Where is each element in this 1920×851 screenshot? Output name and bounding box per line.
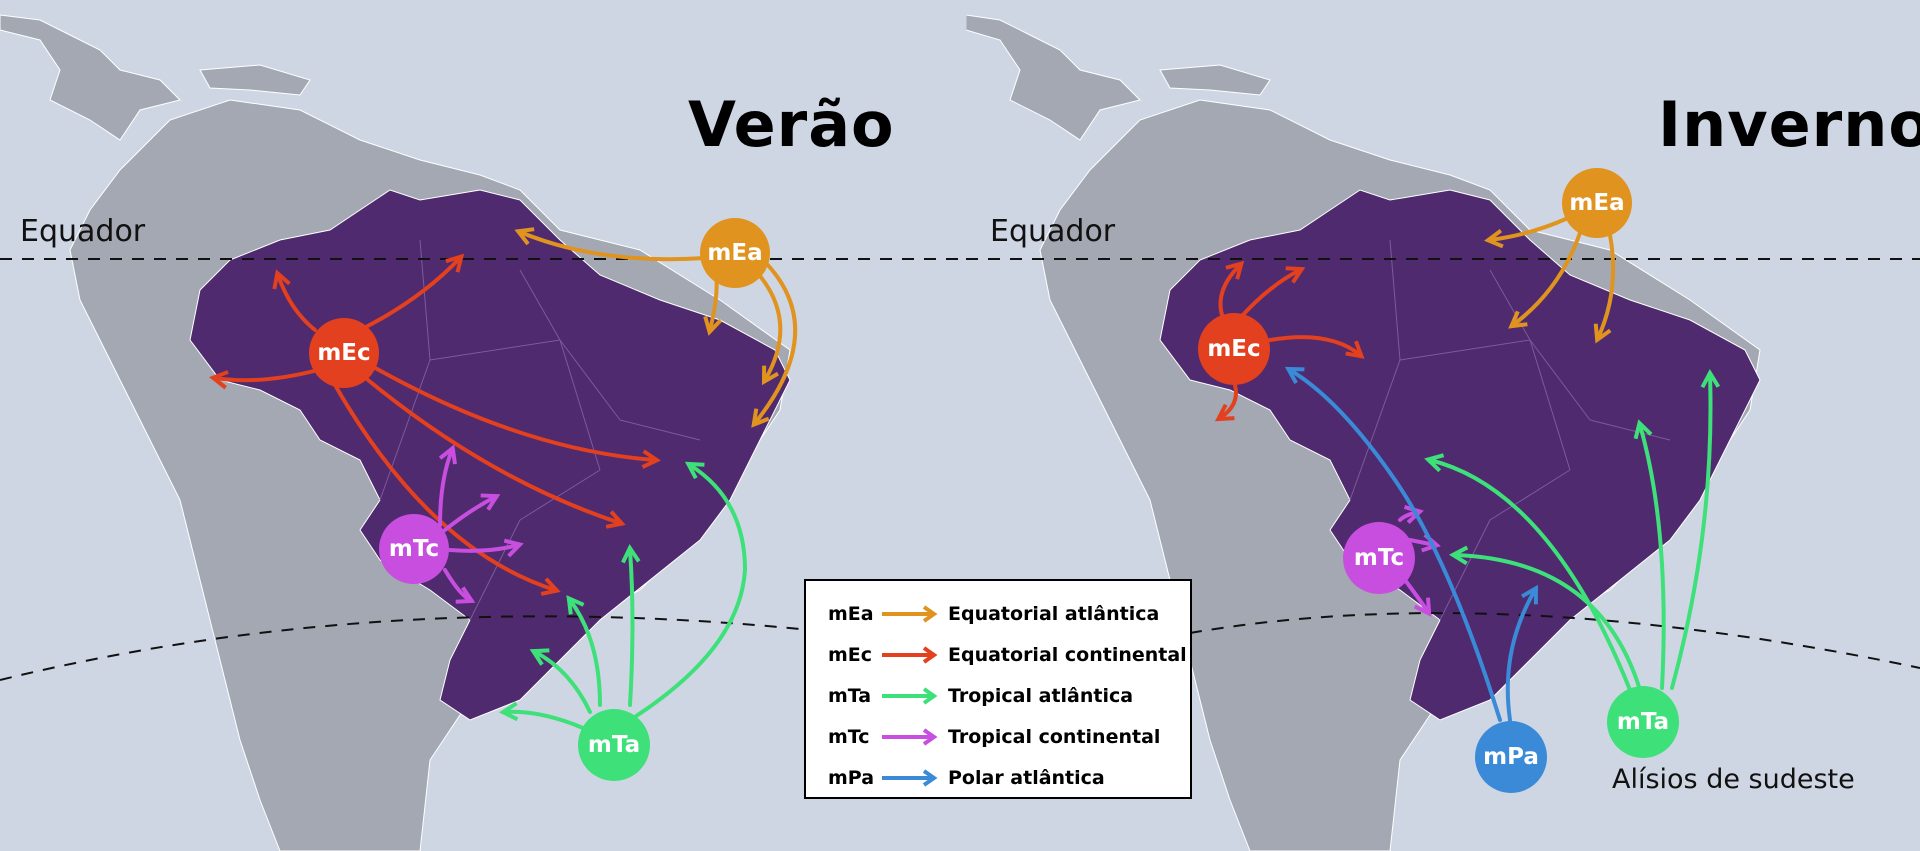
arrow-mEa-s-3 — [753, 268, 783, 386]
legend-code: mPa — [828, 766, 875, 789]
arrow-mTc-w-3 — [1403, 578, 1432, 618]
map-title-summer: Verão — [688, 88, 895, 161]
arrow-mEc-w-4 — [1214, 383, 1238, 422]
arrow-mTc-s-1 — [438, 444, 457, 527]
air-mass-mEa-summer: mEa — [700, 218, 770, 288]
arrow-mTa-w-1 — [1424, 453, 1632, 692]
tropic-line-winter — [1189, 612, 1920, 669]
arrow-mTc-s-2 — [443, 493, 501, 532]
arrow-mEc-s-6 — [333, 383, 561, 596]
legend-arrow-icon — [882, 645, 938, 664]
legend-label: Polar atlântica — [948, 766, 1105, 789]
land-caribbean — [199, 64, 311, 96]
map-summer — [0, 14, 791, 851]
air-mass-code: mEc — [317, 340, 371, 366]
air-mass-code: mTa — [587, 732, 641, 758]
legend-code: mEa — [828, 602, 874, 625]
state-lines-winter — [1349, 239, 1671, 621]
tradewinds-label: Alísios de sudeste — [1612, 764, 1855, 795]
arrows-summer — [209, 227, 798, 730]
arrow-mTa-s-1 — [628, 461, 748, 722]
air-mass-code: mTa — [1616, 709, 1670, 735]
legend-label: Equatorial continental — [948, 643, 1187, 666]
arrow-mPa-w-1 — [1284, 366, 1502, 722]
arrow-mTa-s-2 — [621, 543, 641, 707]
arrow-mTa-w-3 — [1633, 419, 1666, 690]
arrow-mEc-s-4 — [368, 363, 662, 469]
legend-code: mTc — [828, 725, 870, 748]
arrow-mTa-s-3 — [566, 595, 602, 707]
legend-label: Tropical atlântica — [948, 684, 1134, 707]
air-mass-mEa-winter: mEa — [1562, 168, 1632, 238]
legend-row-mTa: mTa Tropical atlântica — [828, 675, 1190, 716]
air-mass-mTa-summer: mTa — [578, 709, 650, 781]
arrow-mEc-s-3 — [209, 368, 320, 390]
legend-code: mEc — [828, 643, 873, 666]
legend-label: Equatorial atlântica — [948, 602, 1160, 625]
map-title-winter: Inverno — [1658, 88, 1920, 161]
air-mass-code: mEc — [1207, 336, 1261, 362]
air-mass-code: mEa — [1569, 190, 1625, 216]
air-mass-mPa-winter: mPa — [1475, 721, 1547, 793]
arrow-mEa-s-1 — [514, 227, 707, 262]
arrow-mEc-w-3 — [1268, 335, 1365, 359]
arrow-mEc-w-2 — [1238, 266, 1306, 320]
air-mass-mTa-winter: mTa — [1607, 686, 1679, 758]
arrow-mEa-s-4 — [751, 260, 798, 428]
arrow-mEa-w-1 — [1484, 216, 1570, 249]
air-mass-mEc-summer: mEc — [309, 318, 379, 388]
legend-row-mTc: mTc Tropical continental — [828, 716, 1190, 757]
legend-code: mTa — [828, 684, 872, 707]
arrow-mEa-w-2 — [1508, 231, 1582, 329]
land-central-america-w — [966, 14, 1141, 141]
state-lines-summer — [379, 239, 701, 621]
legend-row-mPa: mPa Polar atlântica — [828, 757, 1190, 798]
air-mass-mTc-summer: mTc — [379, 514, 449, 584]
arrow-mTa-s-5 — [498, 701, 585, 730]
arrow-mEc-s-1 — [272, 269, 317, 332]
arrow-mTa-w-2 — [1448, 545, 1642, 692]
arrow-mTa-s-4 — [529, 648, 592, 714]
air-mass-mTc-winter: mTc — [1343, 522, 1415, 594]
land-caribbean-w — [1159, 64, 1271, 96]
legend: mEa Equatorial atlântica mEc Equatorial … — [804, 579, 1192, 799]
legend-arrow-icon — [882, 768, 938, 787]
air-mass-code: mEa — [707, 240, 763, 266]
air-mass-code: mTc — [388, 536, 440, 562]
air-mass-code: mPa — [1483, 744, 1539, 770]
equator-label-summer: Equador — [20, 214, 146, 249]
legend-row-mEa: mEa Equatorial atlântica — [828, 593, 1190, 634]
arrows-winter — [1214, 216, 1721, 722]
arrow-mEc-s-5 — [366, 378, 626, 529]
legend-arrow-icon — [882, 686, 938, 705]
legend-label: Tropical continental — [948, 725, 1161, 748]
land-central-america — [0, 14, 181, 141]
arrow-mTc-s-4 — [443, 568, 476, 604]
legend-arrow-icon — [882, 604, 938, 623]
legend-row-mEc: mEc Equatorial continental — [828, 634, 1190, 675]
equator-label-winter: Equador — [990, 214, 1116, 249]
arrow-mEc-w-1 — [1218, 260, 1245, 317]
arrow-mPa-w-2 — [1505, 584, 1539, 722]
arrow-mEa-w-3 — [1593, 233, 1616, 344]
air-mass-mEc-winter: mEc — [1198, 313, 1270, 385]
arrow-mEc-s-2 — [358, 253, 465, 332]
arrow-mTa-w-4 — [1670, 368, 1721, 690]
legend-arrow-icon — [882, 727, 938, 746]
arrow-mTc-s-3 — [448, 538, 524, 558]
air-mass-code: mTc — [1353, 545, 1405, 571]
